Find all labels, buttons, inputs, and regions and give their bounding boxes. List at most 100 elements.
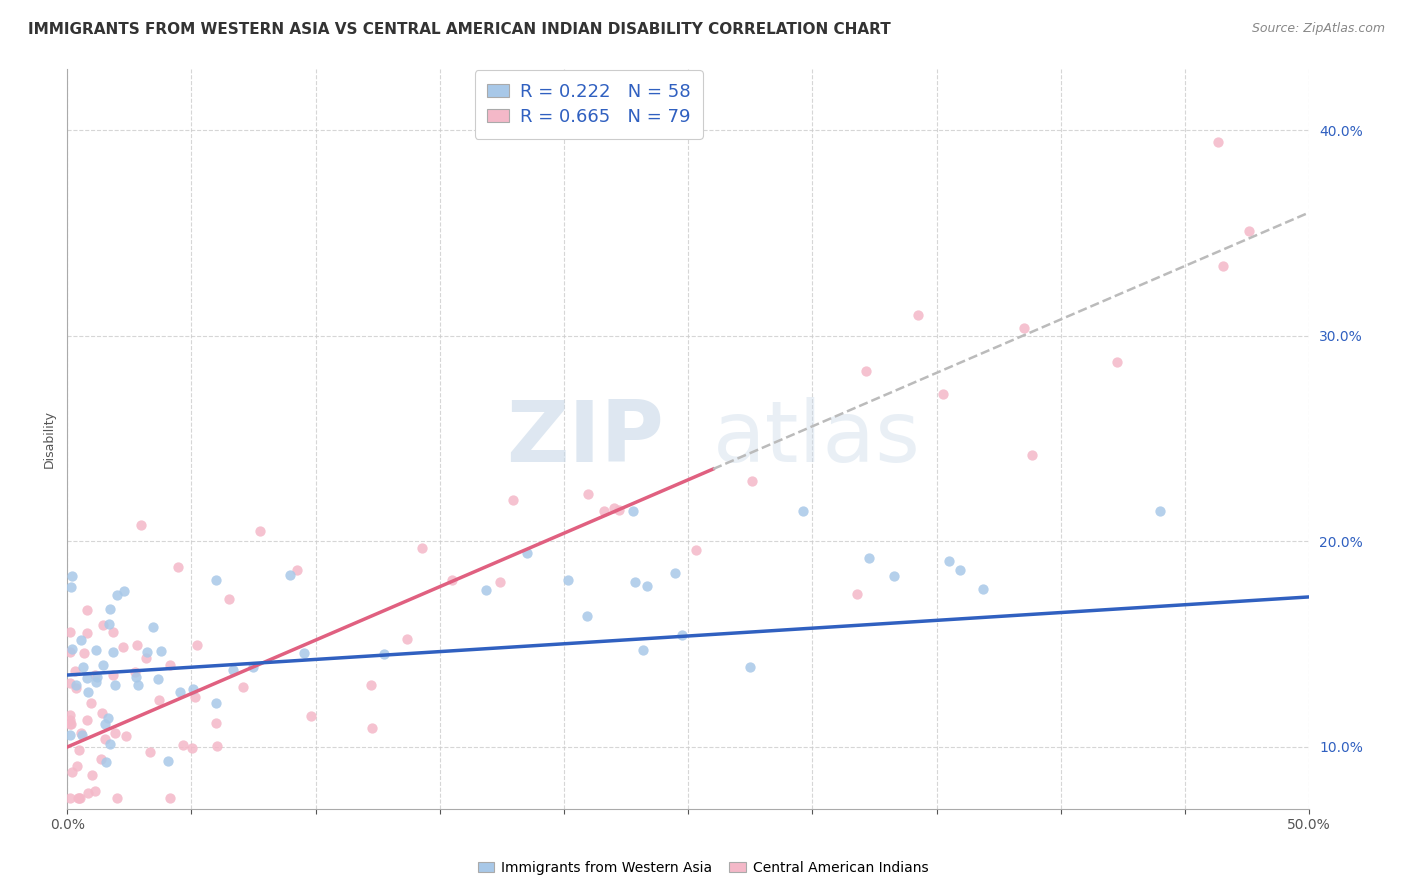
Point xyxy=(181,741,204,756)
Point xyxy=(671,628,693,642)
Point xyxy=(172,738,194,752)
Point xyxy=(218,591,240,606)
Point xyxy=(100,737,122,751)
Point xyxy=(69,791,91,805)
Point xyxy=(792,503,814,517)
Point xyxy=(1149,503,1171,517)
Point xyxy=(285,563,308,577)
Point xyxy=(60,764,83,779)
Point xyxy=(603,501,626,516)
Point xyxy=(205,573,228,587)
Point xyxy=(67,742,90,756)
Point xyxy=(949,563,972,577)
Point xyxy=(93,618,115,632)
Point xyxy=(80,696,103,710)
Point xyxy=(91,658,114,673)
Point xyxy=(411,541,433,556)
Point xyxy=(516,546,538,560)
Point xyxy=(73,646,96,660)
Point xyxy=(932,387,955,401)
Point xyxy=(59,624,82,639)
Point xyxy=(84,674,107,689)
Point xyxy=(440,573,463,587)
Point xyxy=(76,671,98,685)
Point xyxy=(82,768,104,782)
Point xyxy=(395,632,418,647)
Point xyxy=(607,503,630,517)
Point xyxy=(907,308,929,322)
Point xyxy=(593,504,616,518)
Text: atlas: atlas xyxy=(713,397,921,480)
Point xyxy=(65,678,87,692)
Point xyxy=(84,784,107,798)
Point xyxy=(139,745,162,759)
Point xyxy=(67,791,90,805)
Point xyxy=(60,641,83,656)
Point xyxy=(858,551,880,566)
Point xyxy=(576,609,599,624)
Point xyxy=(96,711,118,725)
Point xyxy=(373,648,395,662)
Point xyxy=(489,575,512,590)
Point xyxy=(127,678,149,692)
Point xyxy=(65,681,87,695)
Point xyxy=(159,657,181,672)
Point xyxy=(60,717,83,731)
Point xyxy=(157,754,180,768)
Legend: R = 0.222   N = 58, R = 0.665   N = 79: R = 0.222 N = 58, R = 0.665 N = 79 xyxy=(475,70,703,138)
Point xyxy=(72,660,94,674)
Point xyxy=(70,726,93,740)
Point xyxy=(76,625,98,640)
Point xyxy=(142,620,165,634)
Point xyxy=(741,474,763,488)
Point xyxy=(104,678,127,692)
Point xyxy=(205,716,228,731)
Point xyxy=(105,588,128,602)
Point xyxy=(90,706,112,720)
Point xyxy=(90,752,112,766)
Point xyxy=(125,638,148,652)
Point xyxy=(1208,135,1230,149)
Point xyxy=(1021,448,1043,462)
Point xyxy=(101,625,124,640)
Point xyxy=(70,632,93,647)
Point xyxy=(103,667,125,681)
Point xyxy=(738,660,761,674)
Point xyxy=(59,676,82,690)
Point xyxy=(166,560,188,574)
Point xyxy=(112,584,135,599)
Point xyxy=(631,643,654,657)
Point xyxy=(59,716,82,731)
Text: Source: ZipAtlas.com: Source: ZipAtlas.com xyxy=(1251,22,1385,36)
Point xyxy=(76,713,98,727)
Point xyxy=(972,582,994,596)
Point xyxy=(855,364,877,378)
Point xyxy=(59,707,82,722)
Point xyxy=(181,682,204,697)
Point xyxy=(94,731,117,746)
Point xyxy=(846,587,869,601)
Point xyxy=(84,667,107,681)
Point xyxy=(475,582,498,597)
Text: ZIP: ZIP xyxy=(506,397,664,480)
Point xyxy=(146,673,169,687)
Point xyxy=(98,601,121,615)
Point xyxy=(96,755,118,769)
Point xyxy=(136,645,159,659)
Point xyxy=(278,567,301,582)
Point xyxy=(1212,259,1234,273)
Point xyxy=(621,503,644,517)
Point xyxy=(502,493,524,508)
Point xyxy=(557,573,579,587)
Point xyxy=(60,569,83,583)
Point xyxy=(299,709,322,723)
Point xyxy=(1237,224,1260,238)
Point xyxy=(66,758,89,772)
Point xyxy=(159,791,181,805)
Point xyxy=(59,645,82,659)
Point xyxy=(86,669,108,683)
Point xyxy=(70,728,93,742)
Point xyxy=(135,650,157,665)
Point xyxy=(63,664,86,678)
Point xyxy=(84,643,107,657)
